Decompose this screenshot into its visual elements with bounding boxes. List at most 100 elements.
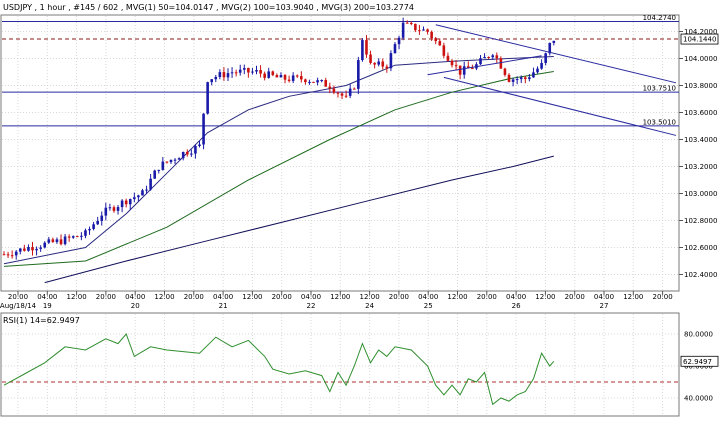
candle-body bbox=[291, 75, 295, 81]
candle-body bbox=[365, 40, 368, 55]
candle-body bbox=[369, 54, 372, 63]
level-label: 104.2740 bbox=[643, 14, 676, 22]
time-tick-label: 12:00 bbox=[623, 293, 643, 301]
candle-body bbox=[23, 248, 26, 251]
candle-body bbox=[141, 190, 144, 196]
candle-body bbox=[63, 236, 67, 245]
time-tick-label: 20:00 bbox=[653, 293, 673, 301]
time-tick-label: 12:00 bbox=[447, 293, 467, 301]
candle-body bbox=[336, 92, 340, 94]
price-tick-label: 102.8000 bbox=[684, 217, 717, 225]
candle-body bbox=[124, 200, 128, 205]
candle-body bbox=[263, 73, 266, 78]
price-tick-label: 103.8000 bbox=[684, 82, 717, 90]
rsi-current-label: 62.9497 bbox=[683, 358, 712, 366]
candle-body bbox=[466, 66, 470, 69]
trendline bbox=[443, 76, 677, 136]
trendline bbox=[427, 55, 542, 76]
candle-body bbox=[414, 23, 417, 31]
candle-body bbox=[361, 40, 364, 61]
time-tick-label: 12:00 bbox=[154, 293, 174, 301]
time-tick-label: 12:00 bbox=[535, 293, 555, 301]
date-tick-label: 24 bbox=[365, 302, 374, 310]
candle-body bbox=[133, 197, 136, 200]
candle-body bbox=[194, 146, 197, 154]
time-tick-label: 20:00 bbox=[565, 293, 585, 301]
candle-body bbox=[120, 200, 124, 208]
candle-body bbox=[275, 75, 279, 78]
candle-body bbox=[51, 239, 55, 243]
candle-body bbox=[540, 62, 543, 69]
candle-body bbox=[18, 248, 22, 252]
ma200-line bbox=[44, 155, 554, 284]
candle-body bbox=[271, 71, 275, 76]
ma100-label: MVG(2) 100=103.9040 bbox=[221, 3, 314, 12]
candle-body bbox=[71, 236, 75, 238]
candle-body bbox=[128, 199, 132, 205]
time-tick-label: 12:00 bbox=[242, 293, 262, 301]
candle-body bbox=[483, 57, 486, 59]
price-tick-label: 102.6000 bbox=[684, 244, 717, 252]
price-tick-label: 102.4000 bbox=[684, 271, 717, 279]
candle-body bbox=[503, 68, 507, 75]
time-tick-label: 12:00 bbox=[360, 293, 380, 301]
price-panel bbox=[0, 14, 680, 292]
ma200-label: MVG(3) 200=103.2774 bbox=[321, 3, 414, 12]
time-tick-label: 04:00 bbox=[301, 293, 321, 301]
time-tick-label: 20:00 bbox=[272, 293, 292, 301]
date-tick-label: 26 bbox=[512, 302, 521, 310]
candle-body bbox=[385, 66, 389, 69]
rsi-panel bbox=[0, 312, 680, 417]
time-tick-label: 12:00 bbox=[67, 293, 87, 301]
time-tick-label: 20:00 bbox=[389, 293, 409, 301]
trendline bbox=[435, 24, 677, 84]
candle-body bbox=[552, 40, 556, 43]
symbol: USDJPY bbox=[3, 3, 32, 12]
candle-body bbox=[116, 207, 120, 211]
candle-body bbox=[226, 73, 230, 78]
candle-body bbox=[312, 81, 315, 83]
time-tick-label: 04:00 bbox=[213, 293, 233, 301]
candle-body bbox=[10, 255, 14, 257]
candle-body bbox=[238, 69, 242, 73]
candle-body bbox=[454, 65, 458, 67]
candle-body bbox=[499, 58, 503, 69]
candle-body bbox=[458, 65, 462, 75]
price-tick-label: 103.2000 bbox=[684, 163, 717, 171]
candle-body bbox=[328, 86, 332, 89]
candle-body bbox=[165, 161, 169, 163]
grid bbox=[2, 16, 678, 415]
candle-body bbox=[487, 57, 490, 59]
candle-body bbox=[39, 247, 42, 249]
date-tick-label: 20 bbox=[131, 302, 140, 310]
timeframe: 1 hour bbox=[40, 3, 67, 12]
price-tick-label: 103.6000 bbox=[684, 109, 717, 117]
candle-body bbox=[316, 80, 319, 83]
candle-body bbox=[324, 80, 328, 87]
candle-body bbox=[80, 235, 83, 237]
candle-body bbox=[218, 72, 222, 77]
price-tick-label: 103.4000 bbox=[684, 136, 717, 144]
candle-body bbox=[491, 55, 495, 58]
candle-body bbox=[157, 169, 161, 171]
candle-body bbox=[357, 60, 360, 89]
trendlines bbox=[427, 24, 677, 136]
candle-body bbox=[242, 68, 246, 70]
ma100-line bbox=[3, 71, 554, 267]
candle-body bbox=[108, 207, 112, 209]
candle-body bbox=[88, 228, 91, 231]
price-scale: 104.2000 104.0000 103.8000 103.6000 103.4000… bbox=[679, 28, 719, 403]
moving-averages bbox=[3, 56, 554, 284]
candle-body bbox=[214, 76, 218, 80]
candle-body bbox=[393, 44, 397, 54]
price-tick-label: 104.0000 bbox=[684, 55, 717, 63]
candle-body bbox=[430, 31, 433, 39]
candle-body bbox=[434, 38, 438, 42]
time-tick-label: 04:00 bbox=[418, 293, 438, 301]
date-tick-label: Aug/18/14 bbox=[0, 302, 37, 310]
candle-body bbox=[524, 77, 527, 80]
rsi-series bbox=[3, 333, 555, 406]
candle-body bbox=[308, 81, 311, 83]
